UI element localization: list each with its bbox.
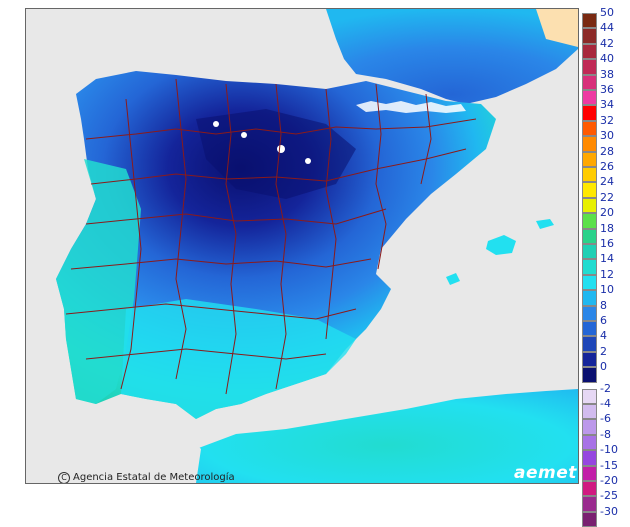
legend-label: 26 xyxy=(600,160,614,173)
legend-swatch xyxy=(582,43,597,60)
legend-label: 22 xyxy=(600,190,614,204)
region-africa-west xyxy=(166,434,201,483)
legend-label: 34 xyxy=(600,98,614,112)
legend-swatch xyxy=(582,120,597,137)
legend-label: 16 xyxy=(600,237,614,250)
legend-label: -30 xyxy=(600,504,618,518)
legend-swatch xyxy=(582,481,597,497)
legend-label: 12 xyxy=(600,267,614,281)
legend-swatch xyxy=(582,496,597,512)
legend-label: 32 xyxy=(600,113,614,127)
legend-swatch xyxy=(582,197,597,214)
legend-swatch xyxy=(582,13,597,29)
legend-label: -8 xyxy=(600,427,611,441)
legend-swatch xyxy=(582,105,597,121)
aemet-logo: aemet xyxy=(514,463,577,483)
legend-label: -4 xyxy=(600,397,611,410)
legend-swatch xyxy=(582,28,597,44)
legend-swatch xyxy=(582,74,597,90)
legend-swatch xyxy=(582,367,597,383)
legend-swatch xyxy=(582,228,597,244)
legend-label: 10 xyxy=(600,283,614,297)
region-south xyxy=(121,299,356,419)
cold-spot xyxy=(241,132,247,138)
island-ibiza xyxy=(446,273,460,285)
temperature-map: C Agencia Estatal de Meteorología aemet xyxy=(25,8,579,484)
legend-swatch xyxy=(582,290,597,306)
legend-swatch xyxy=(582,419,597,435)
legend-label: 14 xyxy=(600,252,614,266)
legend-swatch xyxy=(582,336,597,352)
island-menorca xyxy=(536,219,554,229)
legend-label: 4 xyxy=(600,329,607,343)
legend-swatch xyxy=(582,450,597,466)
legend-swatch xyxy=(582,511,597,527)
legend-label: -6 xyxy=(600,412,611,426)
legend-label: 18 xyxy=(600,221,614,235)
region-france-east xyxy=(536,9,578,47)
legend-swatch xyxy=(582,274,597,291)
province-borders xyxy=(65,78,477,395)
region-north-africa xyxy=(196,389,578,483)
legend-swatch xyxy=(582,388,597,404)
temperature-legend: 50 44 42 40 38 36 34 32 30 28 26 24 22 20 18 16 14 12 10 8 6… xyxy=(582,6,628,527)
legend-label: 36 xyxy=(600,83,614,96)
legend-label: 40 xyxy=(600,52,614,66)
legend-swatch xyxy=(582,167,597,183)
legend-label: 6 xyxy=(600,314,607,327)
legend-swatch xyxy=(582,59,597,75)
legend-label: 30 xyxy=(600,129,614,143)
legend-swatch xyxy=(582,90,597,106)
legend-swatch xyxy=(582,259,597,275)
legend-swatch xyxy=(582,136,597,152)
pyrenees-cold-spots xyxy=(356,101,466,113)
legend-label: 44 xyxy=(600,21,614,35)
legend-swatch xyxy=(582,351,597,368)
legend-label: -15 xyxy=(600,458,618,472)
legend-swatch xyxy=(582,434,597,451)
legend-label: 28 xyxy=(600,144,614,158)
legend-label: 50 xyxy=(600,6,614,19)
legend-label: 2 xyxy=(600,344,607,358)
legend-swatch xyxy=(582,151,597,167)
cold-spot xyxy=(305,158,311,164)
cold-spot xyxy=(213,121,219,127)
legend-swatch xyxy=(582,321,597,337)
legend-swatch xyxy=(582,213,597,229)
legend-label: 24 xyxy=(600,175,614,189)
region-france xyxy=(326,9,578,104)
legend-label: 38 xyxy=(600,67,614,81)
legend-swatch xyxy=(582,244,597,260)
legend-label: -20 xyxy=(600,474,618,487)
legend-swatch xyxy=(582,305,597,321)
cold-spot xyxy=(277,145,285,153)
legend-swatch xyxy=(582,404,597,420)
legend-label: 0 xyxy=(600,360,607,374)
legend-label: 8 xyxy=(600,298,607,312)
copyright-icon: C xyxy=(58,472,70,483)
legend-label: -2 xyxy=(600,381,611,395)
agency-credit-text: Agencia Estatal de Meteorología xyxy=(73,472,235,483)
island-mallorca xyxy=(486,235,516,255)
legend-swatch xyxy=(582,182,597,198)
legend-swatch xyxy=(582,465,597,481)
map-canvas xyxy=(26,9,578,483)
legend-label: 20 xyxy=(600,206,614,220)
agency-credit: C Agencia Estatal de Meteorología xyxy=(58,472,235,483)
legend-label: -10 xyxy=(600,443,618,457)
legend-label: 42 xyxy=(600,36,614,50)
legend-label: -25 xyxy=(600,489,618,503)
